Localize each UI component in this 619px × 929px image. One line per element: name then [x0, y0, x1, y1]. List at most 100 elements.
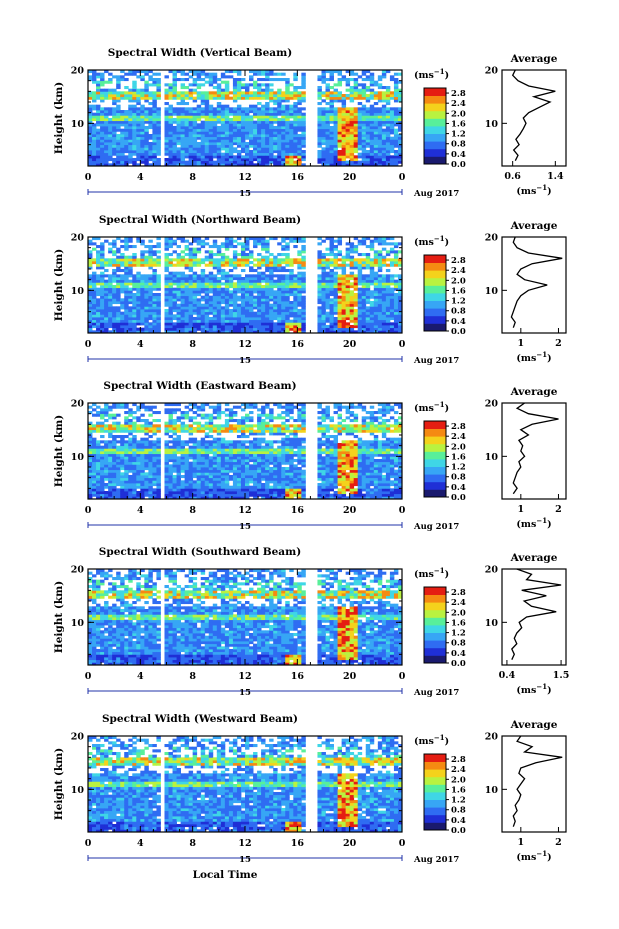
heatmap-cell [373, 128, 379, 132]
heatmap-cell [265, 96, 270, 100]
heatmap-cell [92, 139, 97, 143]
heatmap-cell [164, 115, 169, 119]
heatmap-cell [184, 311, 190, 315]
heatmap-cell [261, 261, 266, 265]
heatmap-cell [365, 160, 371, 164]
heatmap-cell [124, 483, 129, 487]
heatmap-cell [317, 279, 322, 283]
heatmap-cell [325, 94, 330, 98]
heatmap-cell [357, 306, 363, 310]
heatmap-cell [124, 266, 129, 270]
heatmap-cell [321, 160, 326, 164]
heatmap-cell [365, 118, 371, 122]
heatmap-cell [152, 245, 157, 249]
heatmap-cell [277, 152, 282, 156]
heatmap-cell [88, 258, 93, 262]
heatmap-cell [393, 255, 399, 259]
heatmap-cell [277, 290, 282, 294]
heatmap-cell [397, 72, 403, 76]
heatmap-cell [100, 416, 105, 420]
heatmap-cell [224, 287, 230, 291]
heatmap-cell [144, 290, 149, 294]
heatmap-cell [100, 245, 105, 249]
heatmap-cell [96, 253, 101, 257]
heatmap-cell [357, 144, 363, 148]
heatmap-cell [321, 269, 326, 273]
heatmap-cell [124, 429, 129, 433]
heatmap-cell [253, 279, 258, 283]
heatmap-cell [156, 322, 161, 326]
heatmap-cell [132, 459, 137, 463]
heatmap-cell [301, 255, 306, 259]
heatmap-cell [385, 134, 391, 138]
heatmap-cell [140, 160, 145, 164]
heatmap-cell [192, 120, 198, 124]
heatmap-cell [212, 80, 218, 84]
heatmap-cell [365, 136, 371, 140]
heatmap-cell [172, 277, 177, 281]
heatmap-cell [293, 327, 298, 331]
heatmap-cell [289, 269, 294, 273]
heatmap-cell [329, 269, 334, 273]
heatmap-cell [184, 293, 190, 297]
heatmap-cell [353, 245, 359, 249]
heatmap-cell [257, 271, 262, 275]
heatmap-cell [128, 72, 133, 76]
heatmap-cell [389, 250, 395, 254]
heatmap-cell [116, 403, 121, 407]
heatmap-cell [204, 163, 210, 167]
heatmap-cell [301, 131, 306, 135]
heatmap-cell [236, 131, 242, 135]
heatmap-cell [236, 319, 242, 323]
heatmap-cell [377, 295, 383, 299]
heatmap-cell [265, 287, 270, 291]
heatmap-cell [389, 330, 395, 334]
heatmap-cell [144, 70, 149, 74]
heatmap-cell [140, 298, 145, 302]
heatmap-cell [180, 70, 186, 74]
heatmap-cell [140, 123, 145, 127]
heatmap-cell [297, 163, 302, 167]
heatmap-cell [112, 115, 117, 119]
heatmap-cell [397, 277, 403, 281]
heatmap-cell [132, 152, 137, 156]
heatmap-cell [369, 88, 375, 92]
heatmap-cell [148, 102, 153, 106]
heatmap-cell [357, 142, 363, 146]
heatmap-cell [269, 295, 274, 299]
heatmap-cell [156, 136, 161, 140]
heatmap-cell [301, 279, 306, 283]
heatmap-cell [397, 160, 403, 164]
heatmap-cell [108, 163, 113, 167]
heatmap-cell [273, 115, 278, 119]
heatmap-cell [128, 293, 133, 297]
heatmap-cell [381, 330, 387, 334]
heatmap-cell [277, 155, 282, 159]
heatmap-cell [212, 110, 218, 114]
heatmap-cell [184, 306, 190, 310]
heatmap-cell [373, 134, 379, 138]
heatmap-cell [369, 110, 375, 114]
heatmap-cell [373, 290, 379, 294]
heatmap-cell [120, 160, 125, 164]
heatmap-cell [204, 255, 210, 259]
heatmap-cell [393, 120, 399, 124]
heatmap-cell [373, 144, 379, 148]
heatmap-cell [261, 330, 266, 334]
heatmap-cell [393, 306, 399, 310]
heatmap-cell [236, 158, 242, 162]
heatmap-cell [317, 293, 322, 297]
heatmap-cell [377, 86, 383, 90]
heatmap-cell [100, 413, 105, 417]
heatmap-cell [273, 163, 278, 167]
heatmap-cell [92, 469, 97, 473]
heatmap-cell [188, 298, 194, 302]
heatmap-cell [144, 250, 149, 254]
heatmap-cell [301, 152, 306, 156]
heatmap-cell [124, 261, 129, 265]
heatmap-cell [140, 78, 145, 82]
heatmap-cell [168, 258, 173, 262]
heatmap-cell [88, 437, 93, 441]
heatmap-cell [156, 237, 161, 241]
